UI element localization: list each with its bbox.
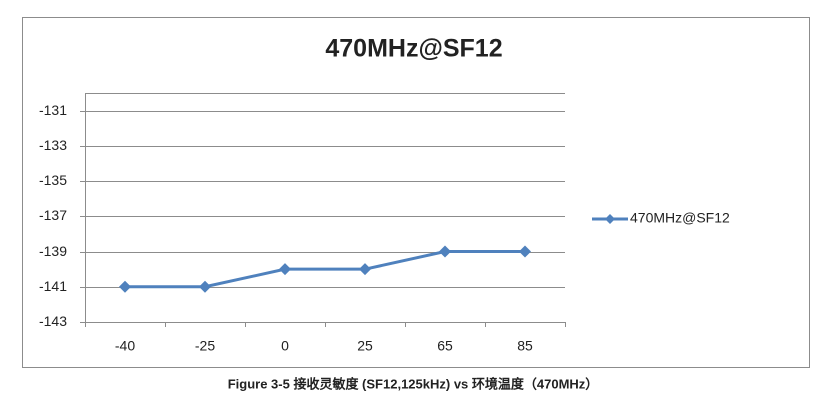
series-line: [125, 250, 525, 289]
x-tick-label: -40: [115, 338, 135, 354]
x-tick-label: 25: [357, 338, 373, 354]
data-point: [279, 263, 291, 276]
legend-marker: [605, 214, 615, 224]
x-tick-label: -25: [195, 338, 215, 354]
data-point: [199, 280, 211, 293]
y-tick-label: -133: [39, 137, 67, 153]
y-tick-label: -135: [39, 172, 67, 188]
legend-label: 470MHz@SF12: [630, 210, 730, 226]
data-point: [359, 263, 371, 276]
x-tick-label: 85: [517, 338, 533, 354]
y-tick-label: -131: [39, 102, 67, 118]
y-tick-label: -139: [39, 243, 67, 259]
caption: Figure 3-5 接收灵敏度 (SF12,125kHz) vs 环境温度（4…: [228, 376, 599, 391]
chart-title: 470MHz@SF12: [325, 35, 502, 63]
y-tick-label: -137: [39, 207, 67, 223]
x-tick-label: 65: [437, 338, 453, 354]
y-tick-label: -141: [39, 278, 67, 294]
data-point: [519, 245, 531, 258]
data-point: [119, 280, 131, 293]
x-tick-label: 0: [281, 338, 289, 354]
chart-frame: [22, 17, 810, 368]
data-point: [439, 245, 451, 258]
y-tick-label: -143: [39, 313, 67, 329]
